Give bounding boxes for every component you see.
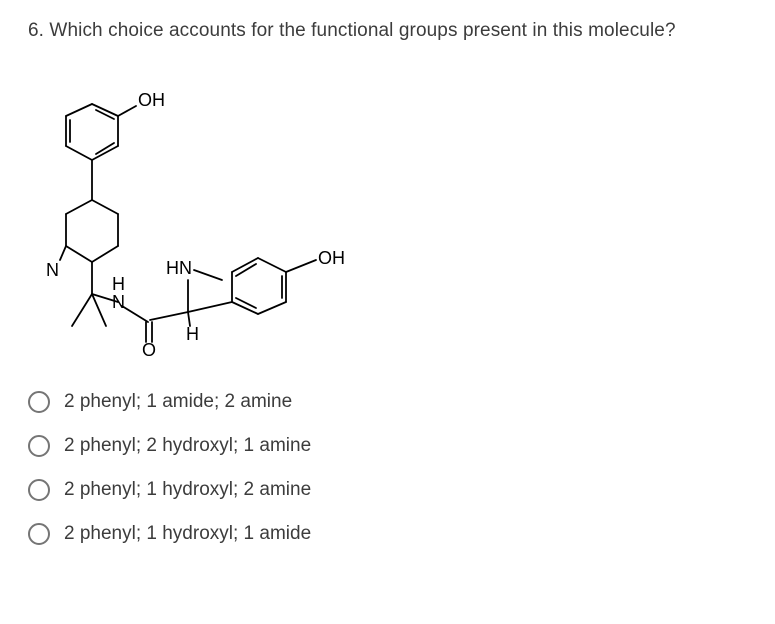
radio-icon — [28, 523, 50, 545]
radio-icon — [28, 435, 50, 457]
molecule-structure: OH N H N HN H O OH — [18, 54, 378, 374]
atom-label: HN — [166, 258, 192, 278]
radio-icon — [28, 479, 50, 501]
choice-option-1[interactable]: 2 phenyl; 2 hydroxyl; 1 amine — [28, 435, 747, 457]
question-text: 6. Which choice accounts for the functio… — [28, 20, 747, 42]
choice-option-3[interactable]: 2 phenyl; 1 hydroxyl; 1 amide — [28, 523, 747, 545]
atom-label: H — [186, 324, 199, 344]
atom-label: N — [112, 292, 125, 312]
choice-option-0[interactable]: 2 phenyl; 1 amide; 2 amine — [28, 391, 747, 413]
choice-label: 2 phenyl; 1 hydroxyl; 1 amide — [64, 523, 311, 545]
choices-list: 2 phenyl; 1 amide; 2 amine 2 phenyl; 2 h… — [28, 391, 747, 545]
atom-label: N — [46, 260, 59, 280]
choice-option-2[interactable]: 2 phenyl; 1 hydroxyl; 2 amine — [28, 479, 747, 501]
choice-label: 2 phenyl; 1 amide; 2 amine — [64, 391, 292, 413]
atom-label: O — [142, 340, 156, 360]
choice-label: 2 phenyl; 1 hydroxyl; 2 amine — [64, 479, 311, 501]
choice-label: 2 phenyl; 2 hydroxyl; 1 amine — [64, 435, 311, 457]
atom-label: OH — [138, 90, 165, 110]
radio-icon — [28, 391, 50, 413]
atom-label: OH — [318, 248, 345, 268]
atom-label: H — [112, 274, 125, 294]
question-container: 6. Which choice accounts for the functio… — [0, 0, 775, 565]
